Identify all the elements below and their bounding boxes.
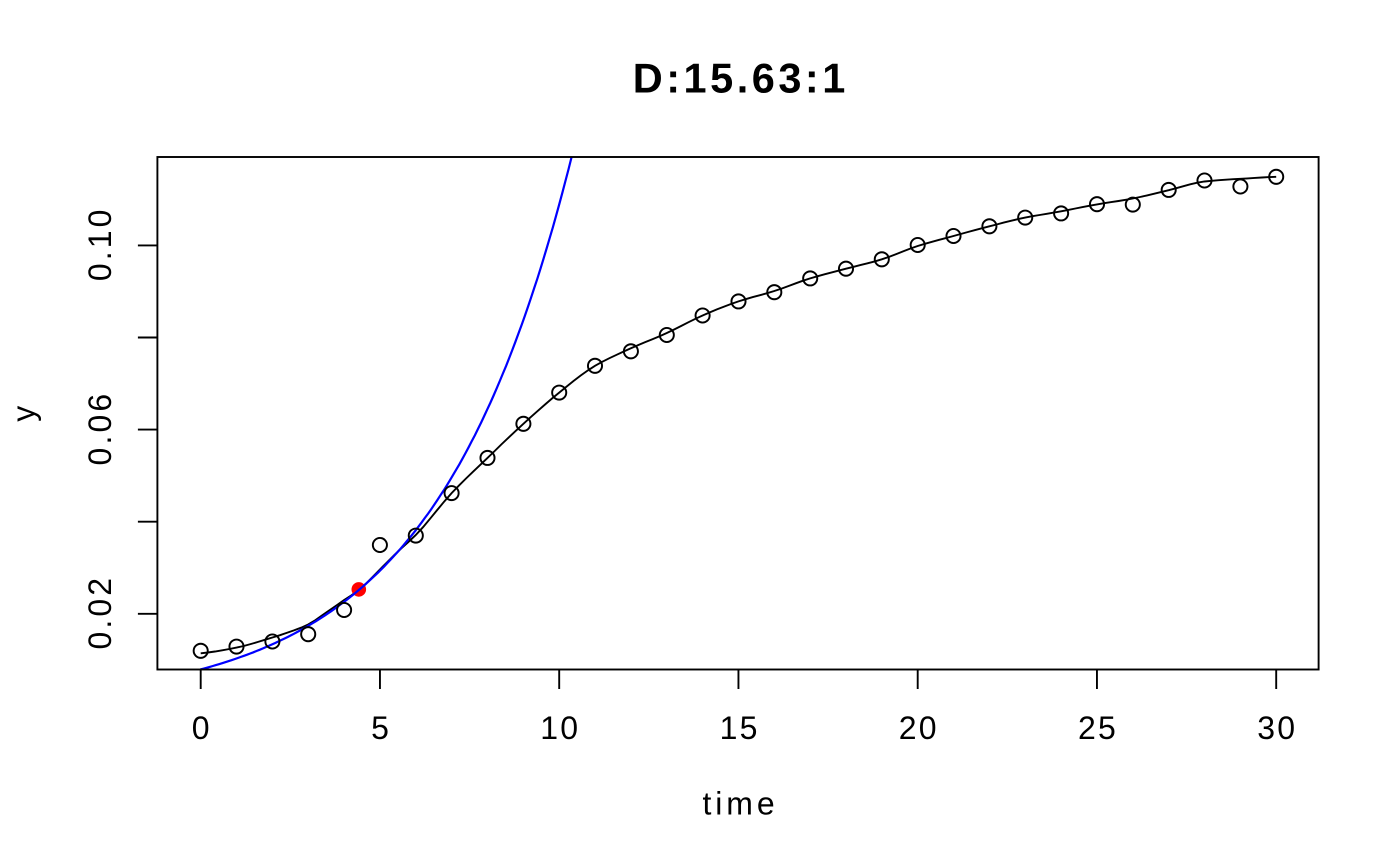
svg-text:5: 5 [371,710,391,746]
svg-text:25: 25 [1078,710,1118,746]
svg-text:20: 20 [899,710,939,746]
svg-text:time: time [702,786,778,822]
svg-text:10: 10 [540,710,580,746]
svg-text:30: 30 [1257,710,1297,746]
svg-text:0.02: 0.02 [82,575,118,650]
svg-text:15: 15 [720,710,760,746]
svg-text:D:15.63:1: D:15.63:1 [633,55,849,102]
svg-text:0: 0 [192,710,210,746]
svg-text:0.10: 0.10 [82,206,118,281]
svg-text:0.06: 0.06 [82,391,118,466]
svg-text:y: y [6,406,42,422]
